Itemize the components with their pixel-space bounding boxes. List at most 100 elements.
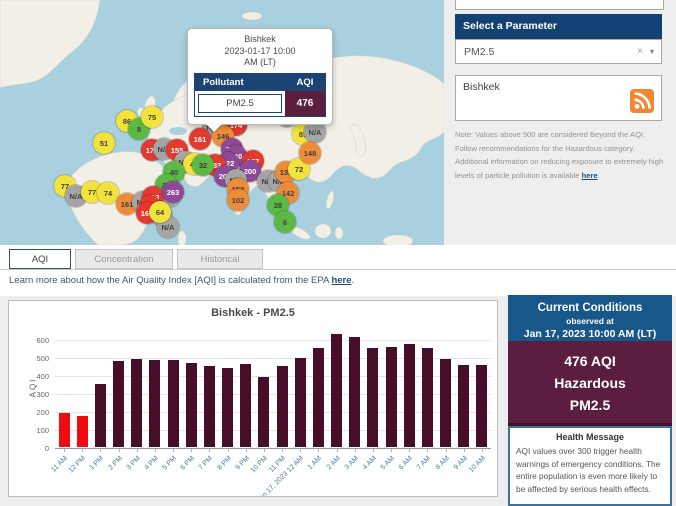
health-message-header: Health Message [555,432,625,442]
sidebar: Select a Parameter PM2.5 × ▾ Bishkek Not… [444,0,676,245]
chart-x-tick [481,449,483,452]
chart-bar[interactable] [203,366,215,447]
chart-x-tick [118,449,120,452]
chart-x-tick [300,449,302,452]
current-conditions-title: Current Conditions [537,302,643,314]
chart-bar[interactable] [476,365,488,447]
chart-bar[interactable] [294,357,306,447]
location-box[interactable]: Bishkek [455,75,662,121]
chart-bar[interactable] [167,359,179,447]
chart-x-tick [445,449,447,452]
current-aqi-value: 476 AQI [564,353,616,369]
chart-bar[interactable] [76,415,88,447]
chart-x-tick [136,449,138,452]
chart-title: Bishkek - PM2.5 [211,307,295,319]
chart-bar[interactable] [58,412,70,447]
tab-divider [0,269,676,270]
popup-aqi-value: 476 [285,90,325,116]
chart-bar[interactable] [240,364,252,447]
tab-strip: AQI Concentration Historical Learn more … [0,245,676,296]
world-aqi-map[interactable]: 8687551N/A161175N/A155284174146220240222… [0,0,444,245]
chart-x-tick [209,449,211,452]
chart-gridline [55,412,491,413]
learn-more-here-link[interactable]: here [331,275,352,286]
chart-x-tick [64,449,66,452]
map-aqi-marker[interactable]: 72 [288,158,310,180]
chart-x-tick [173,449,175,452]
chart-x-tick [354,449,356,452]
map-aqi-marker[interactable]: 263 [162,181,184,203]
popup-city: Bishkek [244,34,276,44]
map-aqi-marker[interactable]: 64 [149,201,171,223]
map-aqi-marker[interactable]: 32 [192,154,214,176]
rss-icon[interactable] [630,89,654,113]
chart-gridline [55,430,491,431]
chart-x-tick [100,449,102,452]
select-parameter-header: Select a Parameter [455,14,662,39]
popup-pollutant-value: PM2.5 [198,93,282,113]
chart-bar[interactable] [403,344,415,447]
map-aqi-marker[interactable]: 51 [93,132,115,154]
popup-col-aqi: AQI [296,76,314,88]
chart-x-tick [427,449,429,452]
chevron-down-icon[interactable]: ▾ [649,47,654,56]
popup-col-pollutant: Pollutant [203,76,244,88]
learn-more-text: Learn more about how the Air Quality Ind… [9,275,355,286]
chart-x-tick [191,449,193,452]
chart-bar[interactable] [312,348,324,447]
health-message-text: AQI values over 300 trigger health warni… [516,446,661,494]
chart-bar[interactable] [276,366,288,447]
location-search-box-partial[interactable] [455,0,664,10]
aqi-bar-chart-panel: Bishkek - PM2.5 AQI 0 100 200 300 400 500 600 1… [8,300,498,497]
map-aqi-marker[interactable]: 102 [227,189,249,211]
chart-bar[interactable] [440,358,452,447]
chart-bar[interactable] [421,348,433,447]
parameter-select[interactable]: PM2.5 × ▾ [455,39,662,64]
map-aqi-marker[interactable]: 148 [299,142,321,164]
chart-bar[interactable] [458,365,470,447]
chart-bar[interactable] [385,347,397,447]
chart-bar[interactable] [94,384,106,447]
chart-y-tick-label: 100 [36,426,49,435]
chart-gridline [55,448,491,449]
chart-bar[interactable] [367,348,379,447]
popup-table: Pollutant AQI PM2.5 476 [194,72,326,117]
note-text: Note: Values above 500 are considered Be… [455,130,664,180]
tab-historical[interactable]: Historical [177,249,263,269]
observed-at-value: Jan 17, 2023 10:00 AM (LT) [523,328,657,340]
map-aqi-marker[interactable]: 28 [267,194,289,216]
chart-bar[interactable] [185,363,197,447]
chart-x-tick [227,449,229,452]
current-aqi-category: Hazardous [554,375,626,391]
chart-x-tick [318,449,320,452]
map-aqi-marker[interactable]: 6 [274,211,296,233]
chart-bar[interactable] [349,337,361,447]
chart-x-tick [409,449,411,452]
chart-bar[interactable] [331,333,343,447]
popup-datetime-line1: 2023-01-17 10:00 [224,45,296,56]
chart-y-tick-label: 400 [36,372,49,381]
note-here-link[interactable]: here [581,170,598,180]
chart-y-tick-label: 300 [36,390,49,399]
chart-gridline [55,358,491,359]
tab-aqi[interactable]: AQI [9,249,71,269]
map-aqi-marker[interactable]: 161 [189,128,211,150]
current-aqi-pollutant: PM2.5 [569,397,611,413]
chart-x-tick [245,449,247,452]
current-conditions-panel: Current Conditions observed at Jan 17, 2… [508,295,672,506]
chart-x-tick [336,449,338,452]
clear-selection-icon[interactable]: × [637,46,643,57]
map-popup: Bishkek 2023-01-17 10:00 AM (LT) Polluta… [187,28,333,132]
chart-bar[interactable] [222,367,234,447]
map-aqi-marker[interactable]: N/A [304,121,326,143]
popup-datetime-line2: AM (LT) [244,57,276,67]
chart-bar[interactable] [258,376,270,447]
chart-bar[interactable] [131,358,143,447]
chart-x-tick [372,449,374,452]
tab-concentration[interactable]: Concentration [75,249,173,269]
chart-bar[interactable] [149,359,161,447]
chart-y-tick-label: 200 [36,408,49,417]
map-aqi-marker[interactable]: 75 [141,106,163,128]
map-aqi-marker[interactable]: 74 [97,182,119,204]
chart-bar[interactable] [113,360,125,447]
